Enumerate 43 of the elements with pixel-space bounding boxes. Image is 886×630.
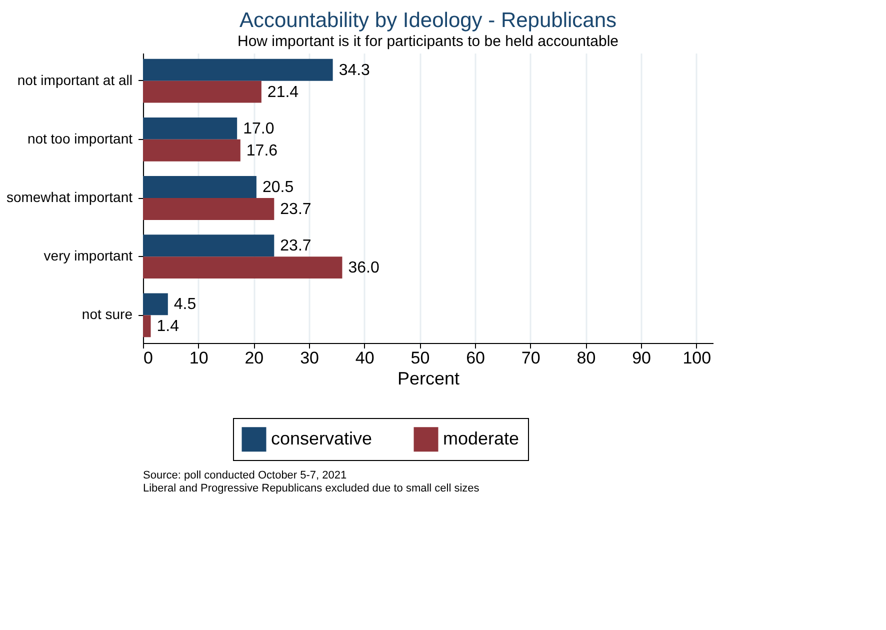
- data-label: 17.0: [243, 120, 274, 138]
- text: Liberal and Progressive Republicans excluded due to small cell sizes: [143, 482, 480, 494]
- x-tick-label: 20: [244, 348, 264, 368]
- x-axis-title: Percent: [397, 368, 460, 388]
- bar: [143, 293, 168, 316]
- bar: [143, 58, 333, 81]
- data-label: 4.5: [174, 296, 196, 314]
- legend-label: conservative: [271, 428, 372, 448]
- bar: [143, 80, 262, 103]
- data-label: 1.4: [156, 318, 180, 336]
- legend-label: moderate: [443, 428, 520, 448]
- y-tick-label: not too important: [27, 130, 133, 146]
- data-label: 34.3: [338, 62, 370, 79]
- bar: [143, 234, 274, 257]
- source-note: Source: poll conducted October 5-7, 2021: [143, 470, 347, 482]
- data-label: 21.4: [267, 84, 299, 101]
- bar: [143, 117, 238, 140]
- chart-subtitle: How important is it for participants to be held accountable: [237, 33, 619, 50]
- x-tick-label: 0: [144, 348, 153, 368]
- data-label: 20.5: [262, 179, 294, 196]
- bar: [143, 176, 256, 198]
- x-tick-label: 70: [521, 348, 540, 368]
- bar: [143, 198, 274, 220]
- bar: [143, 315, 151, 338]
- x-tick-label: 40: [355, 348, 374, 368]
- data-label: 36.0: [348, 260, 380, 277]
- bar: [143, 256, 342, 279]
- x-tick-label: 100: [682, 348, 712, 368]
- data-label: 17.6: [246, 142, 278, 160]
- x-tick-label: 60: [466, 348, 485, 368]
- chart-title: Accountability by Ideology - Republicans: [239, 9, 617, 32]
- data-label: 23.7: [280, 200, 312, 218]
- y-tick-label: very important: [44, 248, 133, 264]
- x-tick-label: 80: [576, 348, 596, 368]
- y-tick-label: somewhat important: [6, 189, 133, 205]
- y-tick-label: not sure: [82, 306, 133, 322]
- x-tick-label: 50: [410, 348, 430, 368]
- x-tick-label: 90: [632, 348, 652, 368]
- x-tick-label: 30: [300, 348, 319, 368]
- y-tick-label: not important at all: [17, 72, 132, 88]
- bar: [143, 139, 240, 162]
- data-label: 23.7: [280, 238, 312, 255]
- x-tick-label: 10: [189, 348, 208, 368]
